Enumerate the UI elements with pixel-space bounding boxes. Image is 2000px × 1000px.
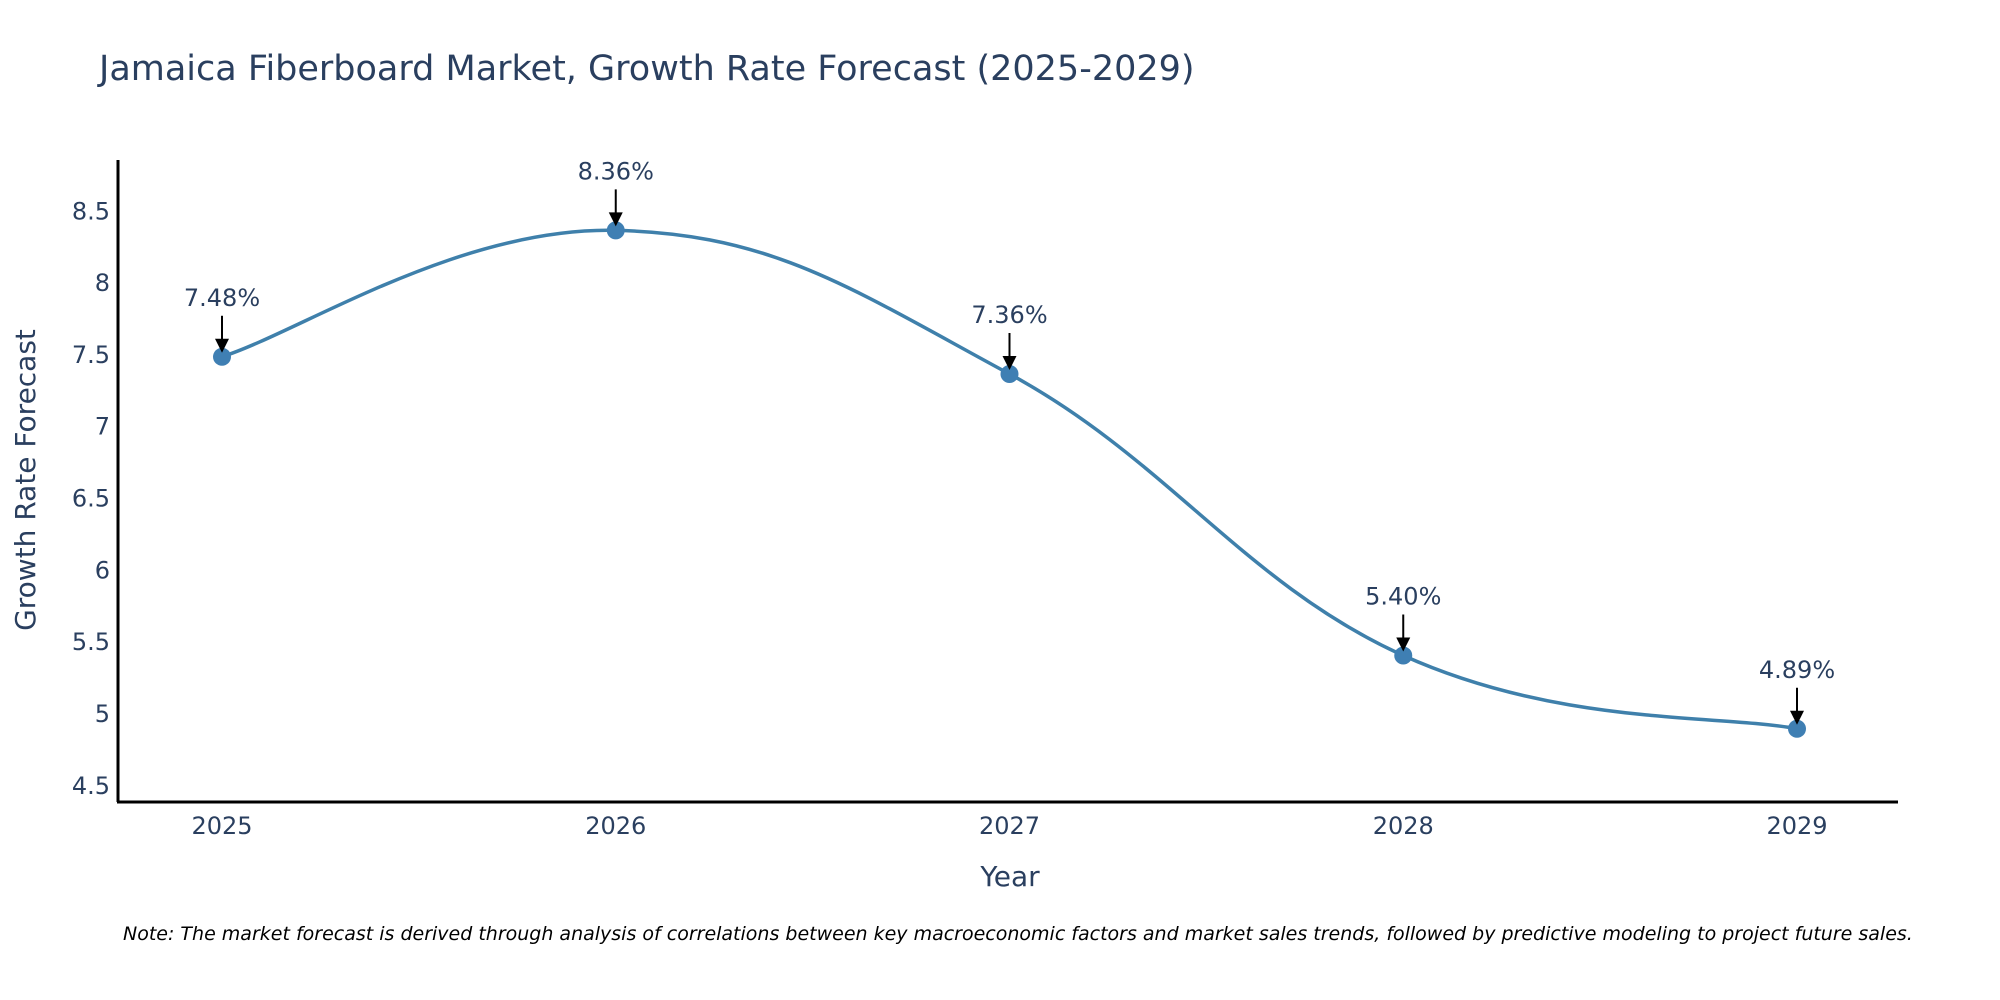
data-label: 7.36% [971, 301, 1047, 329]
annotation-arrow-head [608, 212, 623, 227]
data-label: 4.89% [1759, 656, 1835, 684]
y-tick-label: 7 [95, 413, 110, 441]
x-tick-label: 2029 [1766, 812, 1827, 840]
annotation-arrow-head [1002, 356, 1017, 370]
y-tick-label: 8 [95, 269, 110, 297]
y-tick-label: 5 [95, 700, 110, 728]
data-label-annotations: 7.48% 8.36% 7.36% 5.40% 4.89% [184, 157, 1835, 725]
footnote: Note: The market forecast is derived thr… [123, 923, 1913, 945]
data-label: 8.36% [578, 157, 654, 185]
y-tick-label: 6.5 [72, 485, 110, 513]
annotation-arrow-head [1790, 710, 1804, 725]
y-axis-title: Growth Rate Forecast [9, 329, 42, 631]
x-axis-ticks: 2025 2026 2027 2028 2029 [191, 812, 1827, 840]
x-tick-label: 2027 [979, 812, 1040, 840]
data-label: 5.40% [1365, 583, 1441, 611]
data-point [1788, 719, 1806, 738]
chart-title: Jamaica Fiberboard Market, Growth Rate F… [97, 49, 1195, 89]
x-tick-label: 2026 [585, 812, 646, 840]
y-tick-label: 4.5 [72, 772, 110, 800]
x-tick-label: 2028 [1373, 812, 1434, 840]
data-point [213, 347, 231, 366]
y-tick-label: 8.5 [72, 197, 110, 225]
annotation-arrow-head [1396, 637, 1411, 652]
annotation-arrow-head [215, 338, 229, 353]
y-tick-label: 7.5 [72, 341, 110, 369]
data-point [1000, 365, 1019, 383]
data-point [1394, 646, 1413, 665]
y-tick-label: 5.5 [72, 628, 110, 656]
x-axis-title: Year [979, 860, 1040, 893]
x-tick-label: 2025 [191, 812, 252, 840]
data-point [606, 221, 625, 240]
series-markers [213, 221, 1806, 738]
y-tick-label: 6 [95, 556, 110, 584]
data-label: 7.48% [184, 284, 260, 312]
y-axis-ticks: 4.5 5 5.5 6 6.5 7 7.5 8 8.5 [72, 197, 110, 799]
